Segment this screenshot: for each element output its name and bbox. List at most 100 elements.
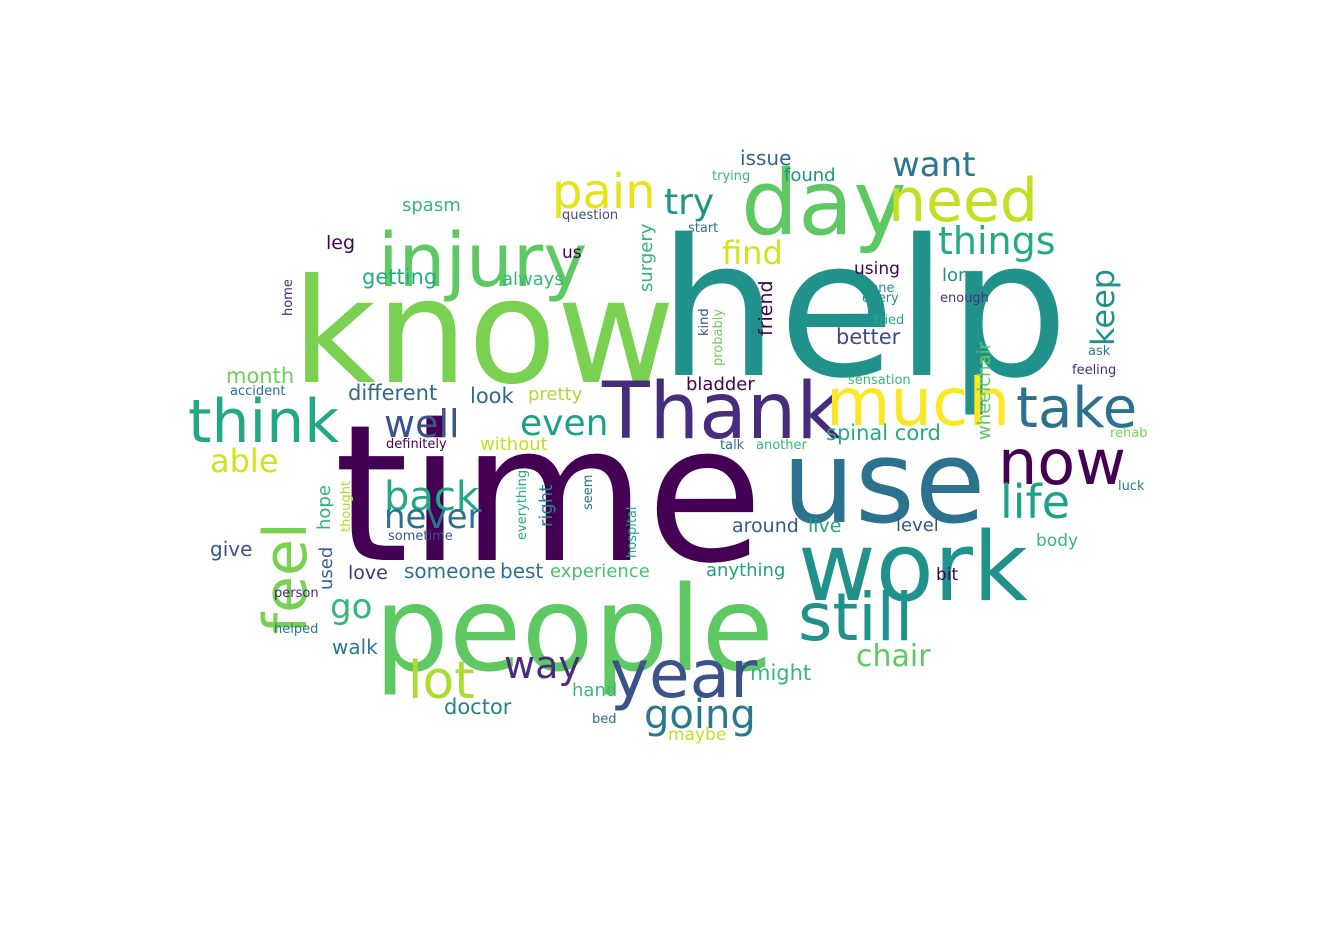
word-different: different xyxy=(348,381,437,405)
word-rehab: rehab xyxy=(1110,426,1148,441)
word-every: every xyxy=(862,291,899,306)
word-year: year xyxy=(610,636,758,713)
word-accident: accident xyxy=(230,384,285,399)
word-things: things xyxy=(938,219,1056,263)
word-thank: Thank xyxy=(601,367,841,457)
word-walk: walk xyxy=(332,635,378,659)
word-people: people xyxy=(374,560,774,698)
word-bladder: bladder xyxy=(686,374,755,395)
word-long: long xyxy=(942,265,981,286)
word-well: well xyxy=(384,402,460,446)
word-pain: pain xyxy=(552,164,656,220)
word-able: able xyxy=(210,442,279,480)
word-give: give xyxy=(210,537,252,561)
word-start: start xyxy=(688,221,718,236)
word-better: better xyxy=(836,325,901,349)
word-never: never xyxy=(384,497,482,537)
word-kind: kind xyxy=(697,308,712,336)
word-love: love xyxy=(348,562,388,584)
word-day: day xyxy=(741,151,907,256)
word-wheelchair: wheelchair xyxy=(974,341,995,440)
word-help: help xyxy=(658,199,1069,420)
word-helped: helped xyxy=(274,622,318,637)
word-spasm: spasm xyxy=(402,195,461,216)
word-another: another xyxy=(756,438,807,453)
word-around: around xyxy=(732,515,799,537)
word-feeling: feeling xyxy=(1072,363,1116,378)
word-look: look xyxy=(470,384,515,408)
word-level: level xyxy=(896,515,939,536)
word-found: found xyxy=(784,165,836,186)
word-keep: keep xyxy=(1084,269,1122,346)
word-now: now xyxy=(998,426,1126,499)
word-everything: everything xyxy=(515,470,530,540)
word-injury: injury xyxy=(378,218,587,304)
word-probably: probably xyxy=(711,309,726,366)
word-used: used xyxy=(316,547,337,590)
word-might: might xyxy=(750,661,811,685)
word-trying: trying xyxy=(712,169,750,184)
word-sometime: sometime xyxy=(388,529,453,544)
word-ask: ask xyxy=(1088,344,1111,359)
word-think: think xyxy=(188,387,339,457)
word-leg: leg xyxy=(326,232,355,254)
word-hand: hand xyxy=(572,680,617,701)
word-sensation: sensation xyxy=(848,373,911,388)
word-need: need xyxy=(888,166,1038,236)
word-go: go xyxy=(330,587,372,627)
word-work: work xyxy=(798,513,1028,623)
word-pretty: pretty xyxy=(528,384,583,405)
word-maybe: maybe xyxy=(668,725,726,745)
word-person: person xyxy=(274,586,319,601)
word-time: time xyxy=(334,384,763,605)
word-spinal-cord: spinal cord xyxy=(826,421,941,445)
word-even: even xyxy=(520,403,608,444)
word-tried: tried xyxy=(874,313,904,328)
word-feel: feel xyxy=(251,522,321,634)
word-chair: chair xyxy=(856,639,931,674)
word-seem: seem xyxy=(581,475,596,510)
word-take: take xyxy=(1016,376,1137,441)
word-us: us xyxy=(562,243,582,263)
word-still: still xyxy=(798,579,913,656)
word-thought: thought xyxy=(339,481,354,532)
word-know: know xyxy=(292,248,675,417)
word-done: done xyxy=(862,281,894,296)
word-experience: experience xyxy=(550,561,650,582)
word-back: back xyxy=(384,474,480,520)
word-home: home xyxy=(281,279,296,316)
word-body: body xyxy=(1036,531,1078,551)
word-way: way xyxy=(504,643,581,687)
word-try: try xyxy=(664,182,714,223)
word-issue: issue xyxy=(740,146,791,170)
word-hope: hope xyxy=(314,485,335,530)
word-friend: friend xyxy=(755,280,777,336)
word-bit: bit xyxy=(936,565,959,585)
word-getting: getting xyxy=(362,265,437,289)
word-surgery: surgery xyxy=(636,223,657,292)
word-doctor: doctor xyxy=(444,695,512,719)
word-lot: lot xyxy=(408,651,475,711)
word-luck: luck xyxy=(1118,479,1145,494)
word-question: question xyxy=(562,208,618,223)
word-someone: someone xyxy=(404,559,496,583)
word-definitely: definitely xyxy=(386,437,447,452)
word-use: use xyxy=(782,416,986,550)
word-hospital: hospital xyxy=(625,506,640,558)
word-always: always xyxy=(502,269,564,290)
word-live: live xyxy=(808,515,842,537)
word-enough: enough xyxy=(940,291,989,306)
word-using: using xyxy=(854,259,900,279)
word-anything: anything xyxy=(706,560,785,581)
word-find: find xyxy=(722,234,783,272)
word-right: right xyxy=(536,485,557,527)
word-without: without xyxy=(480,434,548,455)
word-talk: talk xyxy=(720,438,745,453)
word-life: life xyxy=(1000,475,1070,529)
word-best: best xyxy=(500,559,543,583)
word-much: much xyxy=(826,364,1010,441)
word-bed: bed xyxy=(592,712,617,727)
word-going: going xyxy=(644,692,756,738)
word-month: month xyxy=(226,364,294,388)
